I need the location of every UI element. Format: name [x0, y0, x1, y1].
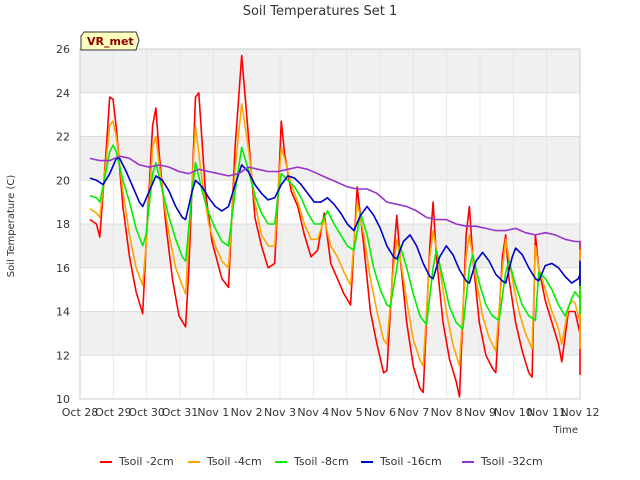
x-tick-label: Nov 1: [197, 406, 229, 419]
x-tick-label: Nov 12: [561, 406, 600, 419]
legend-label: Tsoil -8cm: [293, 455, 349, 468]
legend-label: Tsoil -4cm: [206, 455, 262, 468]
x-tick-label: Oct 31: [162, 406, 199, 419]
x-tick-label: Nov 6: [364, 406, 396, 419]
x-tick-label: Nov 10: [494, 406, 533, 419]
y-tick-label: 14: [56, 306, 70, 319]
x-tick-label: Nov 9: [464, 406, 496, 419]
y-tick-label: 22: [56, 131, 70, 144]
plot-band: [80, 311, 580, 356]
series-line: [89, 155, 581, 247]
legend-label: Tsoil -32cm: [480, 455, 543, 468]
station-badge: VR_met: [80, 31, 140, 51]
series-lines: [89, 54, 581, 398]
x-tick-label: Nov 5: [331, 406, 363, 419]
x-tick-label: Oct 29: [95, 406, 132, 419]
plot-band: [80, 136, 580, 181]
x-tick-label: Oct 30: [128, 406, 165, 419]
y-tick-label: 18: [56, 218, 70, 231]
legend-label: Tsoil -16cm: [379, 455, 442, 468]
x-tick-label: Nov 4: [297, 406, 329, 419]
y-tick-label: 20: [56, 174, 70, 187]
x-tick-label: Nov 7: [397, 406, 429, 419]
plot-band: [80, 92, 580, 137]
chart-title: Soil Temperatures Set 1: [243, 4, 398, 19]
y-axis-title: Soil Temperature (C): [6, 175, 17, 278]
y-axis-ticks: 10 12 14 16 18 20 22 24 26: [56, 43, 70, 406]
x-tick-label: Nov 11: [527, 406, 566, 419]
x-tick-label: Nov 8: [431, 406, 463, 419]
y-tick-label: 24: [56, 87, 70, 100]
legend-label: Tsoil -2cm: [118, 455, 174, 468]
series-line: [89, 157, 581, 287]
station-badge-shape: [80, 31, 140, 51]
x-tick-label: Nov 2: [231, 406, 263, 419]
y-tick-label: 12: [56, 349, 70, 362]
y-tick-label: 26: [56, 43, 70, 56]
y-tick-label: 16: [56, 262, 70, 275]
legend: Tsoil -2cm Tsoil -4cm Tsoil -8cm Tsoil -16c…: [100, 455, 543, 468]
plot-band: [80, 49, 580, 93]
plot-band: [80, 355, 580, 399]
x-axis-title: Time: [553, 425, 578, 436]
y-tick-label: 10: [56, 393, 70, 406]
station-badge-label: VR_met: [87, 35, 134, 48]
x-tick-label: Oct 28: [62, 406, 99, 419]
x-tick-label: Nov 3: [264, 406, 296, 419]
plot-frame: [79, 48, 581, 400]
